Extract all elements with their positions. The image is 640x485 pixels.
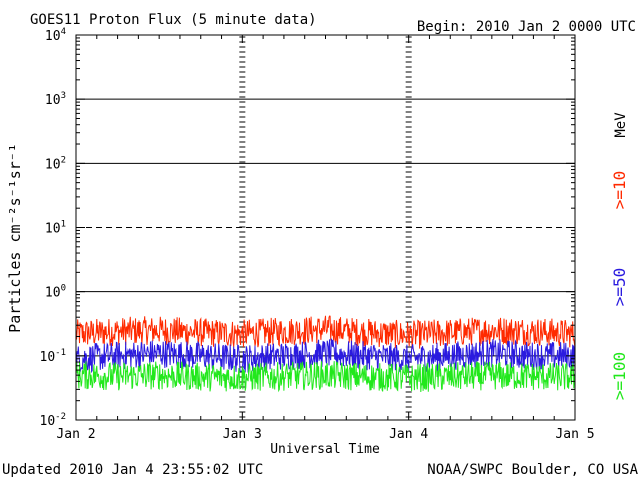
y-tick-label: 100 bbox=[45, 284, 66, 301]
series-label-ge10: >=10 bbox=[610, 171, 629, 210]
axis-layer: 10-2 10-1 100 101 102 103 104 Jan 2 Jan 3 Jan 4 Ja… bbox=[40, 27, 595, 442]
y-tick-label: 10-1 bbox=[40, 348, 67, 365]
y-tick-label: 104 bbox=[45, 27, 66, 44]
series-label-ge100: >=100 bbox=[610, 352, 629, 400]
series-layer bbox=[75, 315, 576, 393]
y-tick-label: 102 bbox=[45, 155, 66, 172]
series-line-100 bbox=[75, 360, 576, 393]
updated-stamp: Updated 2010 Jan 4 23:55:02 UTC bbox=[2, 462, 263, 478]
y-axis-label: Particles cm⁻²s⁻¹sr⁻¹ bbox=[6, 143, 24, 333]
grid-layer bbox=[76, 36, 575, 418]
begin-time: Begin: 2010 Jan 2 0000 UTC bbox=[417, 19, 636, 35]
chart-title: GOES11 Proton Flux (5 minute data) bbox=[30, 12, 317, 28]
credit-text: NOAA/SWPC Boulder, CO USA bbox=[427, 462, 638, 478]
x-tick-label: Jan 2 bbox=[56, 427, 95, 442]
x-tick-label: Jan 5 bbox=[555, 427, 594, 442]
y-tick-label: 103 bbox=[45, 91, 66, 108]
y-tick-label: 10-2 bbox=[40, 412, 67, 429]
series-line-10 bbox=[75, 315, 576, 350]
series-label-ge50: >=50 bbox=[610, 268, 629, 307]
y-tick-label: 101 bbox=[45, 220, 66, 237]
unit-label: MeV bbox=[613, 112, 629, 138]
x-tick-label: Jan 3 bbox=[223, 427, 262, 442]
x-axis-label: Universal Time bbox=[270, 442, 380, 457]
x-tick-label: Jan 4 bbox=[389, 427, 428, 442]
